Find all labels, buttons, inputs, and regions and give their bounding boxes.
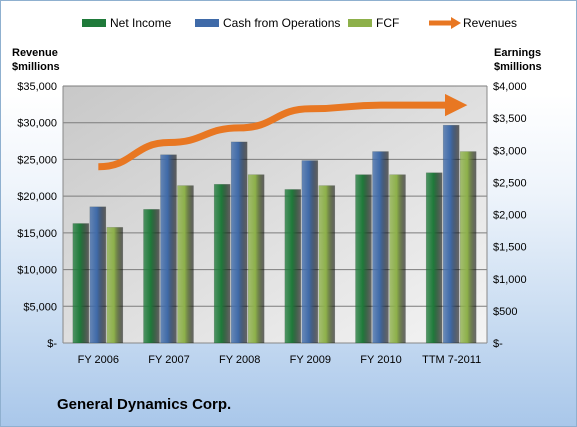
x-tick-label: FY 2009 [290,354,331,366]
bar-cash-from-operations [230,141,248,344]
bar-cash-from-operations [89,206,107,344]
y-right-tick-label: $500 [493,306,517,318]
y-right-tick-label: $4,000 [493,81,527,93]
y-left-tick-label: $10,000 [17,265,57,277]
y-right-tick-label: $1,500 [493,242,527,254]
bar-fcf [389,174,406,344]
bar-net-income [284,189,302,344]
legend-label-fcf: FCF [376,16,399,30]
series-line-revenues [98,93,468,171]
y-right-tick-label: $2,500 [493,177,527,189]
plot-area [63,86,487,343]
bar-fcf [318,185,336,344]
bar-fcf [177,185,194,344]
y-left-tick-label: $- [47,338,57,350]
y-left-axis-title-line1: Revenue [12,47,58,59]
legend-label-cash-from-operations: Cash from Operations [223,16,340,30]
y-left-tick-label: $25,000 [17,154,57,166]
y-right-tick-label: $3,000 [493,145,527,157]
legend-arrow-revenues [451,17,461,29]
bar-net-income [72,223,90,344]
bar-net-income [425,172,443,344]
bar-cash-from-operations [160,154,177,344]
legend-label-revenues: Revenues [463,16,517,30]
bar-net-income [355,174,372,344]
legend-label-net-income: Net Income [110,16,172,30]
bar-fcf [459,151,477,344]
bar-fcf [247,174,265,344]
y-right-tick-label: $2,000 [493,210,527,222]
x-tick-label: FY 2008 [219,354,260,366]
y-left-axis-title-line2: $millions [12,61,60,73]
y-right-axis-title-line1: Earnings [494,47,541,59]
y-left-tick-label: $15,000 [17,228,57,240]
x-tick-label: TTM 7-2011 [422,354,481,366]
legend-swatch-net-income [82,19,106,27]
bar-net-income [213,184,231,344]
y-right-tick-label: $3,500 [493,113,527,125]
y-right-axis-title-line2: $millions [494,61,542,73]
bar-net-income [143,209,160,344]
x-tick-label: FY 2007 [148,354,189,366]
y-right-tick-label: $1,000 [493,274,527,286]
y-left-tick-label: $30,000 [17,118,57,130]
x-tick-label: FY 2006 [78,354,119,366]
bar-fcf [106,227,124,344]
x-tick-label: FY 2010 [360,354,401,366]
y-left-tick-label: $20,000 [17,191,57,203]
y-left-tick-label: $35,000 [17,81,57,93]
bar-cash-from-operations [442,124,460,344]
y-left-tick-label: $5,000 [23,301,57,313]
legend-swatch-cash-from-operations [195,19,219,27]
bar-cash-from-operations [372,151,389,344]
bar-cash-from-operations [301,160,319,344]
legend-swatch-fcf [348,19,372,27]
y-right-tick-label: $- [493,338,503,350]
company-name: General Dynamics Corp. [57,396,232,413]
